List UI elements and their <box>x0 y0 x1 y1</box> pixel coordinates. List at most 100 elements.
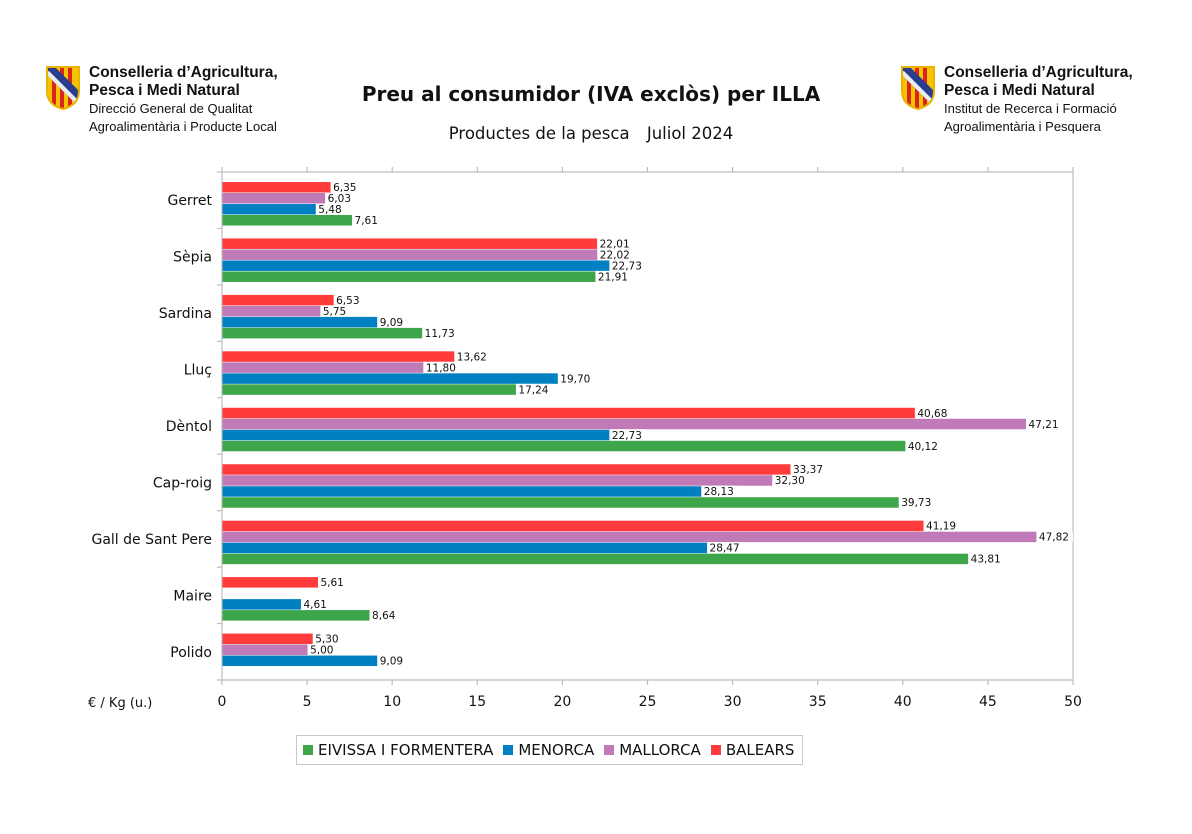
plot-frame <box>217 167 1074 685</box>
data-label: 28,47 <box>710 543 740 555</box>
bar-balears <box>222 520 924 532</box>
data-label-background <box>331 181 361 193</box>
data-label: 28,13 <box>704 486 734 498</box>
x-tick-label: 5 <box>303 694 312 710</box>
right-organization-header: Conselleria d’Agricultura, Pesca i Medi … <box>900 64 1133 136</box>
chart-title: Preu al consumidor (IVA exclòs) per ILLA <box>361 82 821 106</box>
bar-eivissa-i-formentera <box>222 610 370 621</box>
data-label: 6,35 <box>333 182 356 194</box>
data-label-background <box>318 576 349 588</box>
data-label: 5,75 <box>323 306 346 318</box>
data-label-background <box>701 485 738 497</box>
legend-label: MENORCA <box>518 741 595 759</box>
bar-menorca <box>222 542 708 554</box>
data-label-background <box>334 294 364 306</box>
bars-group <box>222 182 1037 667</box>
bar-balears <box>222 577 318 588</box>
bar-menorca <box>222 599 301 610</box>
legend-item-eivissa-i-formentera: EIVISSA I FORMENTERA <box>303 741 493 759</box>
data-label: 5,30 <box>315 634 338 646</box>
org-name-line2: Pesca i Medi Natural <box>89 82 240 99</box>
data-label: 22,02 <box>600 249 630 261</box>
legend-swatch <box>503 745 514 755</box>
legend-swatch <box>604 745 615 755</box>
data-label-background <box>558 372 595 384</box>
data-label-background <box>422 327 459 339</box>
org-sub-line1: Institut de Recerca i Formació <box>944 101 1117 116</box>
org-sub-line1: Direcció General de Qualitat <box>89 101 253 116</box>
bar-mallorca <box>222 305 321 317</box>
x-tick-label: 0 <box>218 694 227 710</box>
data-label-background <box>899 496 936 508</box>
data-labels-group: 6,35 22,01 6,53 13,62 40,68 33,37 41,19 5,61 5,3… <box>301 181 1073 668</box>
balearic-shield-icon <box>901 66 935 111</box>
data-label: 11,80 <box>426 362 456 374</box>
data-label: 11,73 <box>425 328 455 340</box>
category-label: Dèntol <box>166 419 212 435</box>
bar-balears <box>222 238 598 249</box>
data-label-background <box>597 237 634 249</box>
x-tick-label: 35 <box>809 694 827 710</box>
data-label-background <box>905 440 942 452</box>
x-axis-unit-label: € / Kg (u.) <box>88 696 152 711</box>
data-label-background <box>301 598 332 610</box>
data-label: 9,09 <box>380 317 403 329</box>
data-label: 22,73 <box>612 260 642 272</box>
bar-mallorca <box>222 362 424 373</box>
bar-menorca <box>222 373 558 384</box>
data-label: 4,61 <box>303 599 326 611</box>
data-label: 33,37 <box>793 464 823 476</box>
data-label-background <box>609 259 646 271</box>
data-label-background <box>316 203 346 215</box>
legend-item-balears: BALEARS <box>710 741 794 759</box>
bar-mallorca <box>222 249 598 260</box>
data-label-background <box>320 305 351 317</box>
data-label: 6,03 <box>328 193 351 205</box>
bar-menorca <box>222 316 378 328</box>
x-tick-label: 45 <box>979 694 997 710</box>
data-label-background <box>313 633 343 645</box>
bar-balears <box>222 294 334 306</box>
data-label-background <box>609 429 646 441</box>
data-label: 19,70 <box>560 373 590 385</box>
org-name-line1: Conselleria d’Agricultura, <box>944 64 1133 81</box>
bar-mallorca <box>222 475 773 486</box>
org-sub-line2: Agroalimentària i Pesquera <box>944 119 1101 134</box>
data-label: 39,73 <box>901 497 931 509</box>
subtitle-product: Productes de la pesca <box>448 124 630 143</box>
x-tick-label: 10 <box>383 694 401 710</box>
category-label: Gall de Sant Pere <box>91 532 212 548</box>
data-label: 43,81 <box>971 554 1001 566</box>
data-label: 41,19 <box>926 521 956 533</box>
chart-subtitle: Productes de la pesca Juliol 2024 <box>0 124 1182 143</box>
bar-eivissa-i-formentera <box>222 440 906 452</box>
data-label: 9,09 <box>380 656 403 668</box>
data-label: 6,53 <box>336 295 359 307</box>
bar-balears <box>222 351 455 362</box>
legend-swatch <box>710 745 721 755</box>
data-label-background <box>370 609 400 621</box>
data-label-background <box>423 361 460 373</box>
left-organization-header: Conselleria d’Agricultura, Pesca i Medi … <box>45 64 278 136</box>
org-name-line2: Pesca i Medi Natural <box>944 82 1095 99</box>
category-label: Lluç <box>184 363 212 379</box>
x-tick-label: 30 <box>724 694 742 710</box>
data-label-background <box>915 407 952 419</box>
balearic-shield-icon <box>46 66 80 111</box>
bar-menorca <box>222 204 316 215</box>
bar-mallorca <box>222 531 1037 543</box>
data-label: 40,12 <box>908 441 938 453</box>
data-label-background <box>968 553 1005 565</box>
data-label: 22,01 <box>600 238 630 250</box>
bar-eivissa-i-formentera <box>222 327 423 339</box>
data-label-background <box>308 644 338 656</box>
chart-legend: EIVISSA I FORMENTERA MENORCA MALLORCA BALEA… <box>296 735 804 765</box>
subtitle-period: Juliol 2024 <box>646 124 734 143</box>
bar-balears <box>222 464 791 475</box>
data-label: 17,24 <box>518 384 548 396</box>
data-label: 5,48 <box>318 204 341 216</box>
data-label-background <box>377 655 408 667</box>
data-label-background <box>1036 531 1073 543</box>
x-tick-label: 20 <box>553 694 571 710</box>
